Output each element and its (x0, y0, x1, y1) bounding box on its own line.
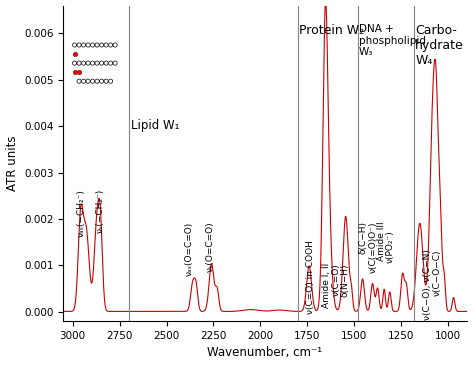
Text: ν(C−O−C): ν(C−O−C) (433, 249, 442, 296)
Text: νₐₛ(−CH₂⁻): νₐₛ(−CH₂⁻) (77, 189, 86, 237)
Y-axis label: ATR units: ATR units (6, 136, 18, 191)
Point (107, 42, 114, 48)
Point (80, 60, 87, 66)
Text: Amide I, II: Amide I, II (322, 263, 331, 308)
Text: νₛ(O=C=O): νₛ(O=C=O) (206, 222, 215, 272)
Point (84, 60, 92, 66)
Point (75, 42, 83, 48)
Point (107, 78, 114, 84)
Point (71, 69, 78, 75)
Text: ν(C=O): ν(C=O) (332, 263, 341, 296)
Point (71, 42, 78, 48)
Point (93, 42, 101, 48)
Point (93, 60, 101, 66)
Point (84, 78, 92, 84)
Point (80, 42, 87, 48)
Text: νₛ(−CH₂⁻): νₛ(−CH₂⁻) (95, 189, 104, 233)
Point (93, 78, 101, 84)
Text: δ(C−H): δ(C−H) (358, 222, 367, 254)
Text: ν(C(=O)O⁻): ν(C(=O)O⁻) (368, 222, 377, 273)
Point (75, 78, 83, 84)
Text: Amide III: Amide III (377, 222, 386, 261)
Point (111, 42, 119, 48)
Point (102, 42, 110, 48)
Point (102, 78, 110, 84)
Point (75, 69, 83, 75)
Text: Lipid W₁: Lipid W₁ (131, 119, 179, 132)
Point (102, 60, 110, 66)
Text: νₐₛ(O=C=O): νₐₛ(O=C=O) (184, 222, 193, 276)
Point (84, 42, 92, 48)
Point (71, 60, 78, 66)
Text: DNA +
phospholipid
W₃: DNA + phospholipid W₃ (359, 24, 426, 57)
Point (98, 60, 105, 66)
Text: δ(N−H): δ(N−H) (341, 263, 350, 297)
Text: ν(PO₂⁻): ν(PO₂⁻) (386, 231, 395, 264)
Text: ν(C=O) in COOH: ν(C=O) in COOH (306, 240, 315, 314)
Point (75, 60, 83, 66)
Point (98, 42, 105, 48)
Point (98, 78, 105, 84)
Point (107, 60, 114, 66)
Point (71, 51, 78, 57)
Point (111, 60, 119, 66)
Point (89, 78, 96, 84)
X-axis label: Wavenumber, cm⁻¹: Wavenumber, cm⁻¹ (208, 346, 323, 360)
Text: ν(C−O), ν(C−N): ν(C−O), ν(C−N) (423, 249, 432, 320)
Text: Protein W₂: Protein W₂ (299, 24, 364, 37)
Point (80, 78, 87, 84)
Point (89, 60, 96, 66)
Point (89, 42, 96, 48)
Text: Carbo-
hydrate
W₄: Carbo- hydrate W₄ (415, 24, 464, 67)
